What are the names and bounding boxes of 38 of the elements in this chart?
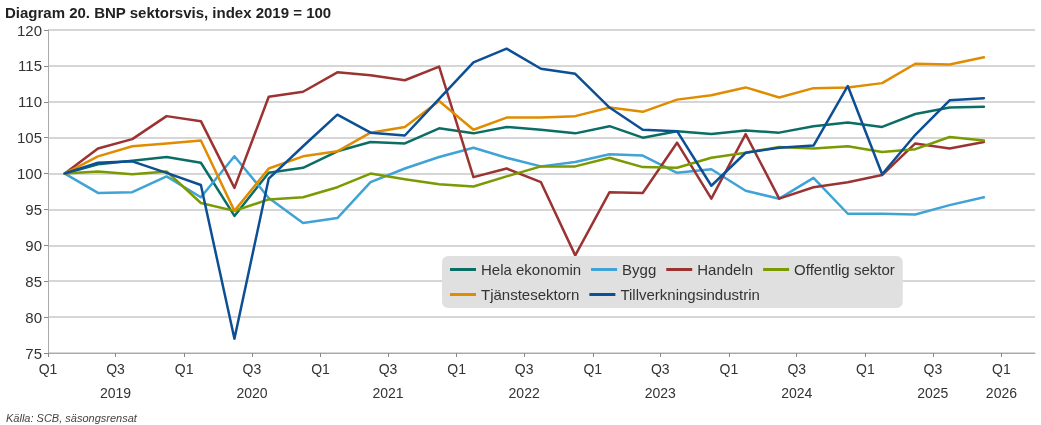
x-tick-label: Q1 2026 (985, 361, 1018, 401)
line-series (63, 47, 986, 340)
y-tick-label: 85 (25, 272, 42, 290)
x-tick-label: Q1 (719, 361, 739, 377)
legend-label: Offentlig sektor (794, 261, 895, 278)
line-series (63, 65, 986, 257)
legend-label: Handeln (697, 261, 754, 278)
line-series (63, 56, 986, 213)
y-tick-label: 120 (16, 21, 42, 39)
y-tick-label: 100 (16, 165, 42, 183)
x-tick-label: Q3 2024 (781, 361, 813, 401)
x-tick-label: Q1 (38, 361, 58, 377)
x-tick-label: Q1 (856, 361, 875, 377)
y-tick-label: 95 (25, 200, 42, 218)
x-tick-label: Q3 2019 (99, 361, 132, 401)
x-tick-label: Q1 (583, 361, 603, 377)
y-tick-label: 115 (18, 57, 42, 75)
line-series (63, 135, 986, 213)
x-tick-label: Q1 (311, 361, 331, 377)
y-tick-label: 105 (16, 129, 42, 147)
x-tick-label: Q3 2025 (917, 361, 949, 401)
x-tick-label: Q3 2022 (508, 361, 540, 401)
legend-label: Bygg (622, 261, 657, 278)
y-tick-label: 75 (25, 344, 42, 362)
legend-label: Tjänstesektorn (481, 286, 580, 303)
x-tick-label: Q3 2020 (236, 361, 268, 401)
x-tick-label: Q3 2023 (644, 361, 677, 401)
y-tick-label: 90 (25, 236, 42, 254)
x-tick-label: Q3 2021 (372, 361, 404, 401)
x-tick-label: Q1 (174, 361, 194, 377)
legend-label: Hela ekonomin (481, 261, 582, 278)
text: Källa: SCB, säsongsrensat (6, 411, 138, 424)
line-series (63, 146, 986, 225)
y-tick-label: 110 (18, 93, 42, 111)
legend-label: Tillverkningsindustrin (620, 286, 760, 303)
y-tick-label: 80 (25, 308, 42, 326)
chart-title: Diagram 20. BNP sektorsvis, index 2019 = 100 (5, 4, 332, 21)
x-tick-label: Q1 (447, 361, 467, 377)
